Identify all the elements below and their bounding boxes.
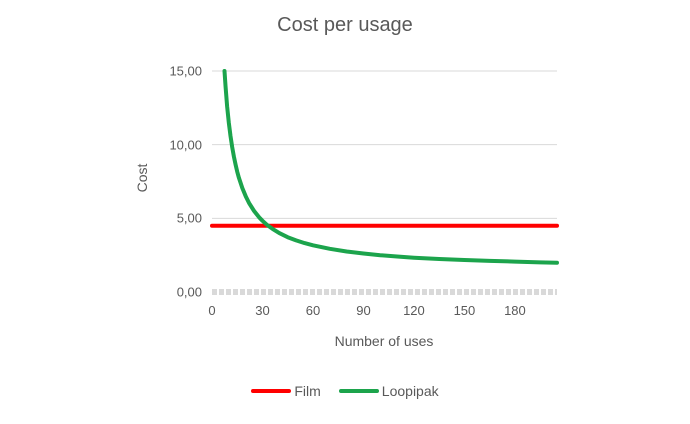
x-tick-label: 120 (403, 303, 425, 318)
y-tick-label: 15,00 (169, 63, 202, 79)
x-axis-title: Number of uses (334, 333, 434, 349)
legend-item-film: Film (251, 383, 321, 399)
y-axis-title: Cost (134, 163, 150, 193)
legend-swatch-loopipak (338, 389, 379, 393)
chart-title: Cost per usage (277, 14, 413, 36)
series-line-loopipak (222, 69, 559, 265)
legend-swatch-film (251, 389, 292, 393)
x-tick-label: 150 (453, 303, 476, 318)
x-tick-label: 30 (255, 303, 270, 318)
x-tick-label: 60 (305, 303, 321, 318)
legend-label: Film (294, 383, 321, 399)
x-tick-label: 90 (356, 303, 371, 318)
y-tick-label: 0,00 (176, 284, 202, 300)
x-tick-label: 0 (208, 303, 216, 318)
x-tick-label: 180 (504, 303, 526, 318)
y-tick-label: 10,00 (169, 137, 202, 153)
legend: Film Loopipak (0, 384, 690, 398)
legend-label: Loopipak (381, 383, 439, 399)
legend-item-loopipak: Loopipak (338, 383, 439, 399)
y-tick-label: 5,00 (176, 210, 202, 226)
